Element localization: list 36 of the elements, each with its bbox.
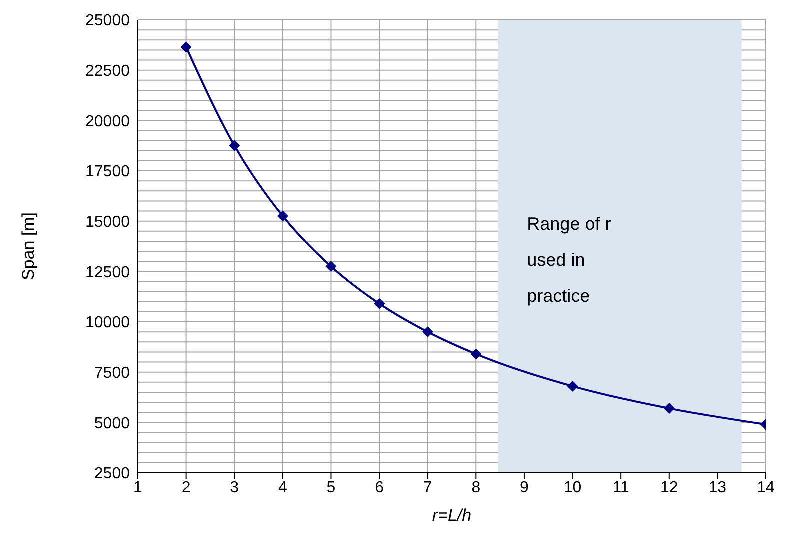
- y-tick-label: 2500: [94, 466, 130, 483]
- band-label: Range of r used in practice: [527, 214, 612, 306]
- y-tick-label: 5000: [94, 415, 130, 432]
- y-tick-label: 22500: [86, 63, 130, 80]
- point: [229, 140, 240, 152]
- x-tick-label: 5: [326, 479, 336, 496]
- x-tick-label: 6: [375, 479, 384, 496]
- point: [277, 210, 288, 222]
- y-tick-label: 20000: [86, 113, 130, 130]
- x-tick-label: 12: [660, 479, 678, 496]
- x-tick-label: 2: [182, 479, 191, 496]
- y-tick-label: 10000: [86, 314, 130, 332]
- point: [374, 298, 386, 310]
- x-tick-label: 9: [520, 479, 530, 496]
- point: [664, 403, 675, 414]
- point: [422, 326, 434, 338]
- y-tick-label: 25000: [86, 12, 130, 30]
- x-tick-label: 11: [612, 479, 630, 496]
- y-tick-label: 7500: [94, 365, 130, 382]
- point: [180, 42, 192, 53]
- x-tick-label: 14: [757, 479, 775, 496]
- y-tick-label: 17500: [86, 164, 130, 181]
- point: [470, 348, 482, 360]
- x-tick-label: 4: [278, 479, 288, 496]
- x-tick-label: 7: [423, 479, 432, 496]
- x-axis-title: r=L/h: [432, 506, 472, 525]
- y-tick-label: 15000: [86, 214, 130, 232]
- x-tick-label: 8: [472, 479, 481, 496]
- point: [567, 380, 578, 392]
- y-tick-label: 12500: [86, 264, 130, 282]
- point: [326, 261, 337, 272]
- x-tick-label: 1: [134, 479, 143, 496]
- x-tick-label: 10: [564, 479, 582, 496]
- x-tick-label: 3: [230, 479, 240, 496]
- x-tick-label: 13: [708, 479, 727, 496]
- y-axis-title: Span [m]: [19, 212, 38, 281]
